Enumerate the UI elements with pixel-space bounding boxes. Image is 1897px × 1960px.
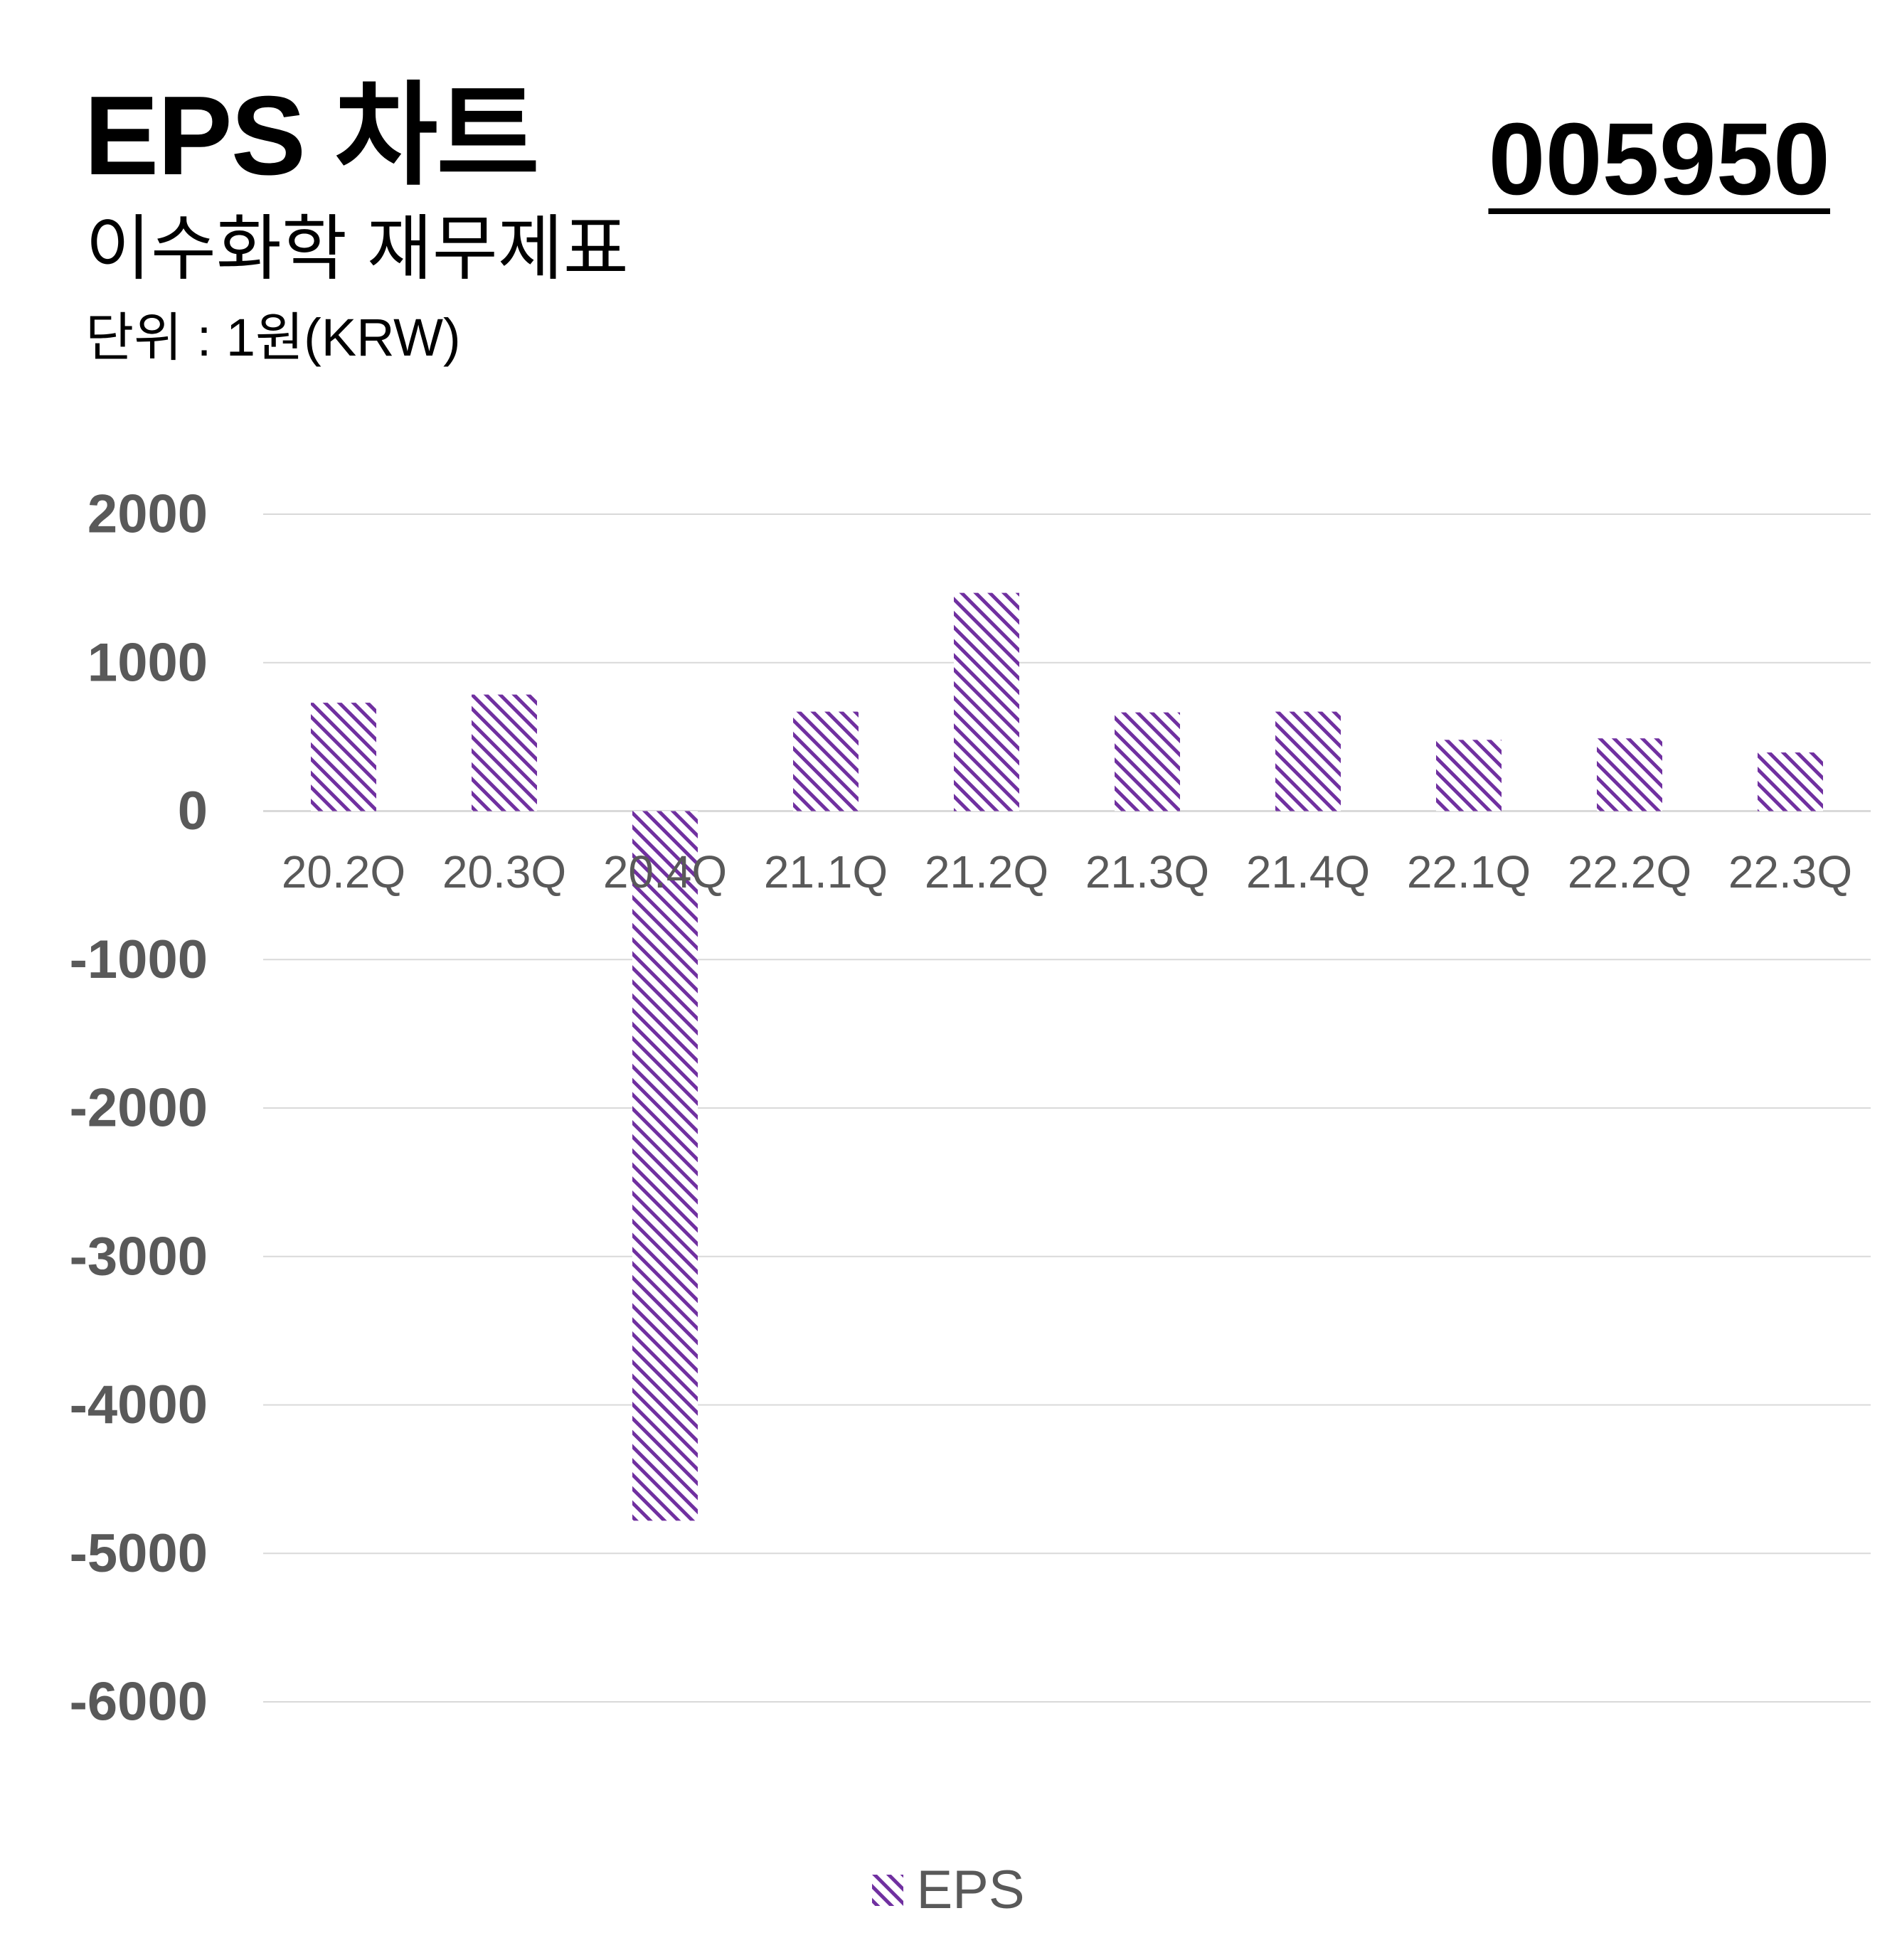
x-tick-label: 22.1Q xyxy=(1407,846,1531,898)
chart-subtitle: 이수화학 재무제표 xyxy=(85,209,629,289)
bar-22.3Q xyxy=(1758,752,1823,811)
x-tick-label: 21.1Q xyxy=(764,846,888,898)
bar-21.2Q xyxy=(954,592,1019,811)
legend-swatch xyxy=(872,1875,904,1906)
bars xyxy=(311,592,1823,1521)
x-axis-ticks: 20.2Q 20.3Q 20.4Q 21.1Q 21.2Q 21.3Q 21.4Q 22.1Q… xyxy=(282,846,1852,898)
x-tick-label: 20.4Q xyxy=(603,846,727,898)
legend: EPS xyxy=(0,1863,1897,1917)
bar-21.4Q xyxy=(1275,711,1341,811)
unit-label: 단위 : 1원(KRW) xyxy=(85,308,461,367)
y-tick-label: -1000 xyxy=(70,930,208,990)
gridlines xyxy=(263,513,1871,1703)
chart-title: EPS 차트 xyxy=(84,73,540,198)
x-tick-label: 22.2Q xyxy=(1568,846,1691,898)
x-tick-label: 22.3Q xyxy=(1728,846,1852,898)
y-tick-label: -5000 xyxy=(70,1523,208,1584)
bar-21.1Q xyxy=(793,711,859,811)
y-tick-label: 0 xyxy=(178,781,208,841)
bar-20.3Q xyxy=(472,694,537,811)
x-tick-label: 20.2Q xyxy=(282,846,405,898)
bar-20.4Q xyxy=(632,811,698,1521)
legend-label: EPS xyxy=(916,1860,1025,1920)
x-tick-label: 20.3Q xyxy=(442,846,566,898)
x-tick-label: 21.4Q xyxy=(1246,846,1370,898)
y-tick-label: -6000 xyxy=(70,1672,208,1732)
y-tick-label: 2000 xyxy=(87,484,208,545)
x-tick-label: 21.2Q xyxy=(925,846,1048,898)
bar-20.2Q xyxy=(311,703,376,811)
stock-code: 005950 xyxy=(1488,102,1830,216)
y-tick-label: -3000 xyxy=(70,1226,208,1287)
bar-22.1Q xyxy=(1436,740,1502,811)
y-tick-label: 1000 xyxy=(87,632,208,693)
bar-22.2Q xyxy=(1597,738,1662,811)
x-tick-label: 21.3Q xyxy=(1085,846,1209,898)
bar-21.3Q xyxy=(1115,712,1180,811)
y-axis-ticks: 2000 1000 0 -1000 -2000 -3000 -4000 -5000 -6000 xyxy=(70,484,208,1732)
y-tick-label: -4000 xyxy=(70,1375,208,1435)
y-tick-label: -2000 xyxy=(70,1078,208,1139)
